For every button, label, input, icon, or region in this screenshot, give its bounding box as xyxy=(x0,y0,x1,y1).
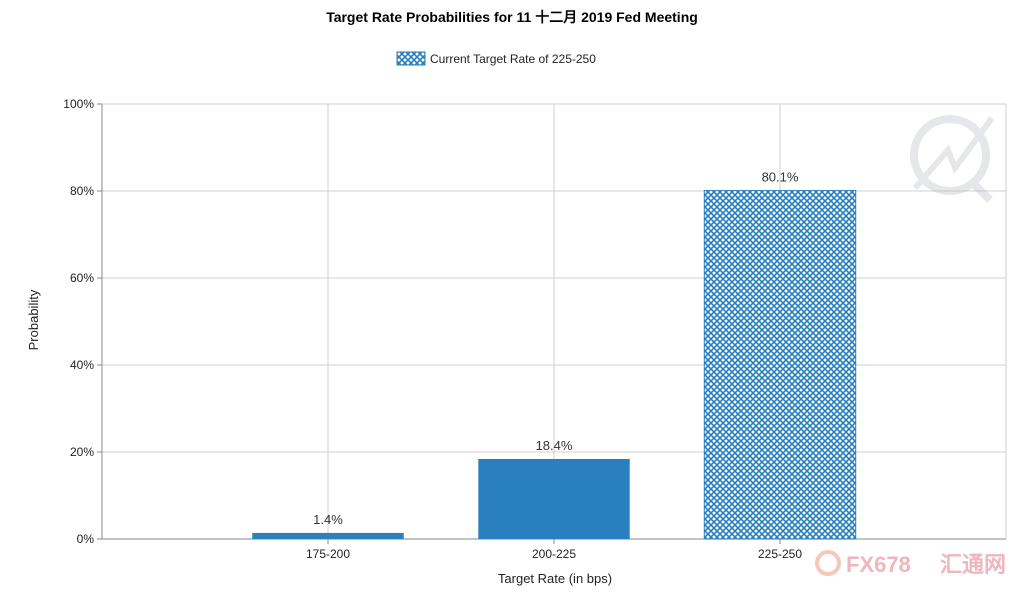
watermark-latin: FX678 xyxy=(846,552,911,577)
grid xyxy=(101,103,1007,540)
data-labels: 1.4% 18.4% 80.1% xyxy=(313,170,799,527)
bar-200-225 xyxy=(478,458,630,539)
data-label-225-250: 80.1% xyxy=(762,170,799,185)
bar-175-200 xyxy=(252,532,404,539)
watermark-swirl-icon xyxy=(815,550,841,576)
watermark-logo-icon xyxy=(910,115,995,203)
chart-title: Target Rate Probabilities for 11 十二月 201… xyxy=(326,9,698,25)
y-tick-label: 80% xyxy=(70,184,94,198)
watermark-cjk: 汇通网 xyxy=(940,552,1006,577)
watermark-brand: FX678 汇通网 xyxy=(815,550,1006,577)
data-label-175-200: 1.4% xyxy=(313,512,343,527)
data-label-200-225: 18.4% xyxy=(536,438,573,453)
bars xyxy=(252,190,857,540)
x-axis-label: Target Rate (in bps) xyxy=(498,571,612,586)
legend-swatch xyxy=(396,51,426,66)
y-tick-label: 0% xyxy=(77,532,95,546)
x-tick-label-225-250: 225-250 xyxy=(758,547,802,561)
legend-entry: Current Target Rate of 225-250 xyxy=(430,52,596,66)
y-tick-label: 20% xyxy=(70,445,94,459)
x-tick-label-175-200: 175-200 xyxy=(306,547,350,561)
y-axis-label: Probability xyxy=(26,289,41,350)
y-tick-label: 100% xyxy=(63,97,94,111)
legend: Current Target Rate of 225-250 xyxy=(396,51,596,66)
y-tick-label: 40% xyxy=(70,358,94,372)
bar-225-250 xyxy=(703,190,857,540)
y-tick-label: 60% xyxy=(70,271,94,285)
x-tick-label-200-225: 200-225 xyxy=(532,547,576,561)
